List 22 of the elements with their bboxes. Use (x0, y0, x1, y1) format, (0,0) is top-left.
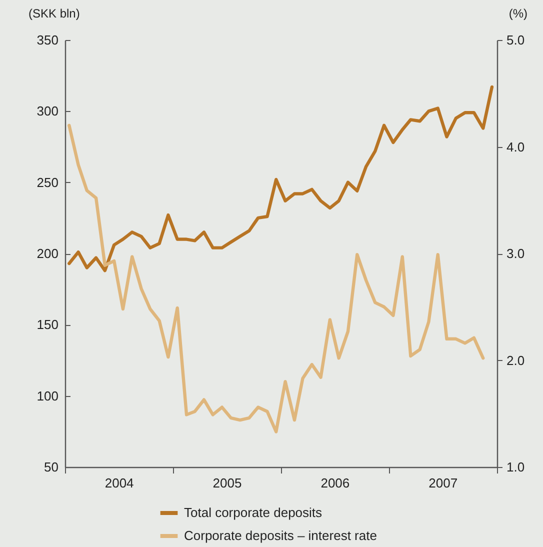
y-tick-label: 50 (44, 460, 58, 474)
y-tick-label: 300 (36, 104, 58, 119)
y-tick-label: 100 (36, 388, 58, 404)
x-tick-label: 2007 (428, 476, 458, 490)
y-tick-label: 200 (36, 246, 58, 261)
y2-tick-label: 1.0 (506, 460, 525, 474)
y-tick-label: 350 (36, 32, 58, 48)
x-tick-label: 2005 (212, 476, 242, 490)
x-tick-label: 2006 (320, 476, 350, 490)
y2-tick-label: 2.0 (506, 352, 525, 368)
x-tick-label: 2004 (104, 476, 134, 490)
legend-label: Total corporate deposits (184, 505, 323, 520)
y2-tick-label: 4.0 (506, 139, 525, 154)
y2-axis-title: (%) (508, 6, 528, 20)
y2-tick-label: 5.0 (506, 32, 525, 48)
y-tick-label: 150 (36, 317, 58, 332)
legend-label: Corporate deposits – interest rate (184, 528, 377, 543)
line-series (68, 124, 485, 434)
y-tick-label: 250 (36, 174, 58, 190)
y-axis-title: (SKK bln) (28, 6, 80, 20)
line-series (68, 85, 494, 272)
y2-tick-label: 3.0 (506, 246, 525, 261)
